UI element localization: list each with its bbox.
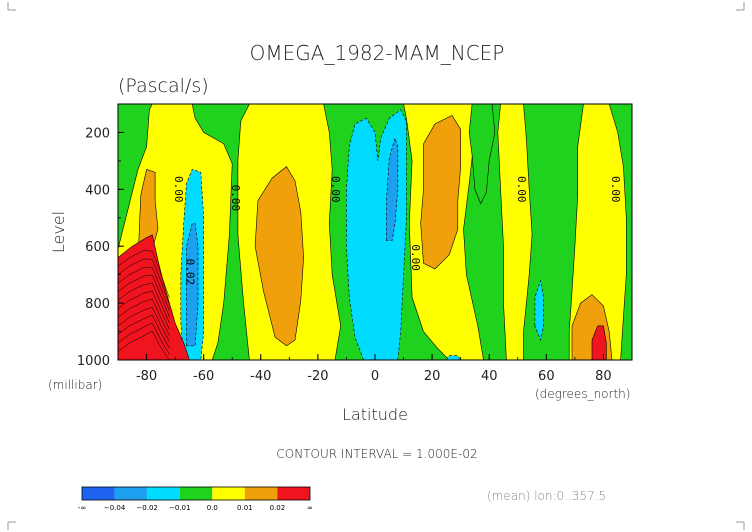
contour-label: 0.00 (329, 176, 342, 203)
contour-region-7 (468, 104, 496, 205)
contour-region-8 (497, 104, 533, 360)
y-tick-label: 600 (85, 240, 110, 255)
x-tick-label: -20 (307, 369, 328, 384)
contour-region-9 (568, 104, 627, 360)
colorbar-swatch (147, 487, 180, 500)
colorbar-label: 0.01 (237, 504, 253, 512)
chart-title: OMEGA_1982-MAM_NCEP (250, 41, 505, 65)
colorbar-swatch (244, 487, 278, 500)
x-axis-label: Latitude (342, 405, 408, 424)
plot-area: 0.00 0.00 0.02 0.00 0.00 0.00 0.00 (117, 103, 633, 361)
colorbar-swatch (114, 487, 148, 500)
colorbar-label: −0.04 (104, 504, 126, 512)
x-axis: -80 -60 -40 -20 0 20 40 60 80 (117, 354, 633, 384)
chart-subtitle: (Pascal/s) (118, 75, 209, 97)
x-tick-label: 60 (538, 369, 555, 384)
colorbar-label: 0.02 (270, 504, 286, 512)
y-tick-label: 1000 (77, 354, 110, 369)
contour-interval-text: CONTOUR INTERVAL = 1.000E-02 (276, 447, 477, 461)
contour-region-13 (186, 223, 199, 347)
colorbar-swatch (82, 487, 115, 500)
red-contour-line (118, 274, 170, 317)
colorbar: -∞ −0.04 −0.02 −0.01 0.0 0.01 0.02 ∞ (78, 486, 313, 512)
colorbar-swatch (277, 487, 310, 500)
y-axis-label: Level (49, 211, 68, 253)
colorbar-label: -∞ (78, 504, 86, 512)
contour-label: 0.00 (172, 176, 185, 203)
mean-text: (mean) lon:0..357.5 (487, 489, 606, 503)
x-tick-label: 0 (371, 369, 379, 384)
contour-region-17 (446, 355, 462, 360)
contour-region-16 (534, 280, 544, 342)
y-axis: 200 400 600 800 1000 (77, 103, 124, 369)
contour-region-4 (254, 166, 304, 347)
colorbar-label: 0.0 (207, 504, 218, 512)
red-contour-line (118, 330, 170, 360)
contour-region-6 (420, 115, 462, 270)
y-units-label: (millibar) (48, 378, 102, 392)
red-contour-line (118, 298, 170, 336)
x-tick-label: -80 (136, 369, 157, 384)
x-tick-label: -40 (250, 369, 271, 384)
colorbar-frame (81, 486, 311, 501)
red-contour-line (118, 258, 170, 305)
red-contour-line (118, 306, 170, 342)
colorbar-label: −0.02 (136, 504, 157, 512)
contour-label: 0.00 (229, 185, 242, 212)
contour-label: 0.00 (609, 176, 622, 203)
contour-label: 0.00 (515, 176, 528, 203)
colorbar-label: −0.01 (169, 504, 190, 512)
red-contour-line (118, 282, 170, 324)
colorbar-swatch (179, 487, 213, 500)
x-units-label: (degrees_north) (535, 387, 630, 401)
red-contour-line (118, 267, 170, 311)
y-tick-label: 200 (85, 126, 110, 141)
x-tick-label: -60 (193, 369, 214, 384)
red-contour-line (118, 290, 170, 330)
colorbar-swatch (212, 487, 245, 500)
colorbar-label: ∞ (307, 504, 313, 512)
contour-label: 0.02 (183, 259, 196, 286)
x-tick-label: 40 (481, 369, 498, 384)
contour-region-15 (386, 137, 399, 241)
contour-label: 0.00 (409, 244, 422, 271)
contour-region-18 (118, 234, 190, 360)
x-tick-label: 20 (424, 369, 441, 384)
y-tick-label: 400 (85, 183, 110, 198)
y-tick-label: 800 (85, 297, 110, 312)
red-contour-line (118, 322, 170, 355)
contour-region-11 (591, 325, 607, 360)
x-tick-label: 80 (595, 369, 612, 384)
red-contour-line (118, 250, 170, 299)
red-contour-line (118, 314, 170, 349)
corner-marks (7, 2, 745, 530)
